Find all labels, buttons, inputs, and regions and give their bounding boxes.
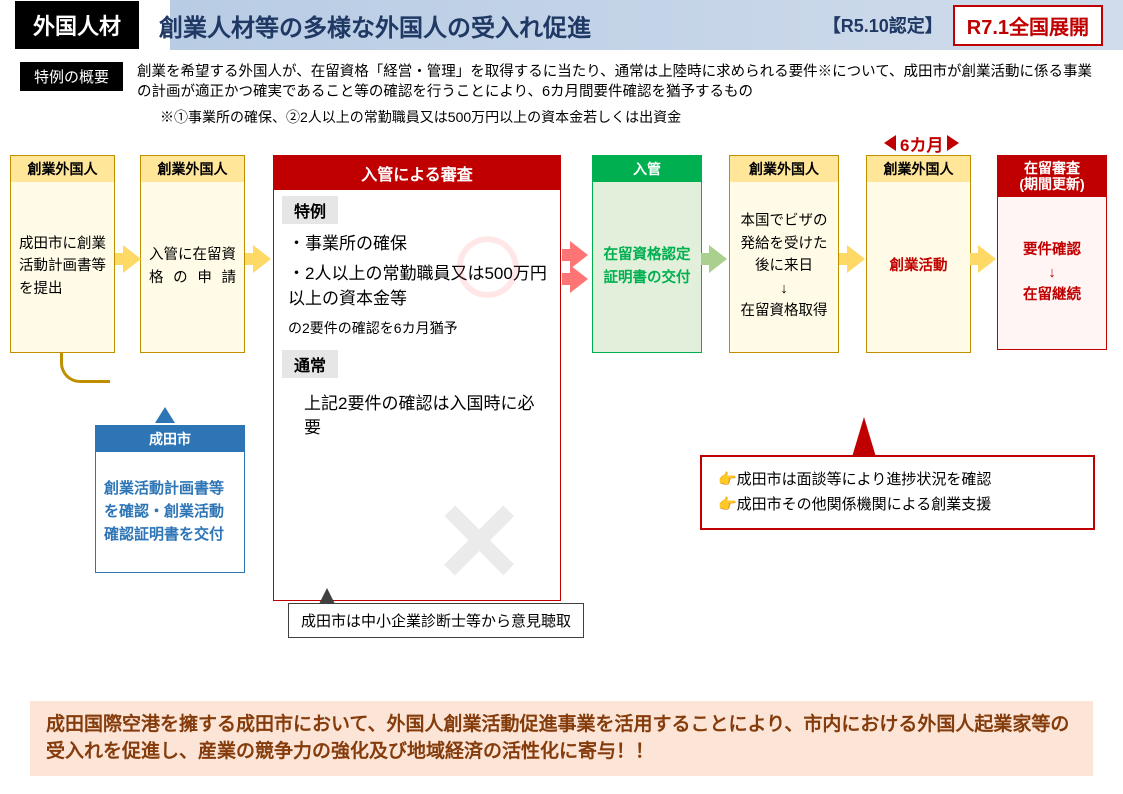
arrow-right-icon [978, 245, 996, 273]
exam-body: ○ 特例 ・事業所の確保 ・2人以上の常勤職員又は500万円以上の資本金等 の2… [274, 190, 560, 600]
box-body: 入管に在留資格の申請 [141, 182, 244, 352]
normal-tag: 通常 [282, 350, 338, 378]
main-title: 創業人材等の多様な外国人の受入れ促進 [159, 8, 823, 43]
box-header: 入管による審査 [274, 156, 560, 190]
overview-section: 特例の概要 創業を希望する外国人が、在留資格「経営・管理」を取得するに当たり、通… [0, 50, 1123, 107]
arrow-right-icon [253, 245, 271, 273]
flow-diagram: 6カ月 創業外国人 成田市に創業活動計画書等を提出 創業外国人 入管に在留資格の… [0, 135, 1123, 625]
box-header: 創業外国人 [867, 156, 970, 182]
flow-box-apply: 創業外国人 入管に在留資格の申請 [140, 155, 245, 353]
arrow-up-icon [155, 407, 175, 423]
box-body: 創業活動 [867, 182, 970, 352]
narita-city-box: 成田市 創業活動計画書等を確認・創業活動確認証明書を交付 [95, 425, 245, 573]
arrow-right-icon [709, 245, 727, 273]
cert-badge: 【R5.10認定】 [823, 12, 943, 38]
box-header: 創業外国人 [11, 156, 114, 182]
box-body: 成田市に創業活動計画書等を提出 [11, 182, 114, 352]
expansion-badge: R7.1全国展開 [953, 5, 1103, 46]
exception-tag: 特例 [282, 196, 338, 224]
x-mark-icon: × [438, 458, 520, 620]
box-body: 創業活動計画書等を確認・創業活動確認証明書を交付 [96, 452, 244, 572]
box-header: 入管 [593, 156, 701, 182]
overview-text: 創業を希望する外国人が、在留資格「経営・管理」を取得するに当たり、通常は上陸時に… [137, 62, 1103, 103]
normal-text: 上記2要件の確認は入国時に必要 [274, 382, 560, 463]
exam-req-2: ・2人以上の常勤職員又は500万円以上の資本金等 [274, 262, 560, 317]
flow-box-submit: 創業外国人 成田市に創業活動計画書等を提出 [10, 155, 115, 353]
arrow-right-icon [847, 245, 865, 273]
box-body: 要件確認 ↓ 在留継続 [998, 197, 1106, 349]
flow-box-examination: 入管による審査 ○ 特例 ・事業所の確保 ・2人以上の常勤職員又は500万円以上… [273, 155, 561, 601]
support-box: 👉成田市は面談等により進捗状況を確認 👉成田市その他関係機関による創業支援 [700, 455, 1095, 530]
arrow-right-icon [570, 265, 588, 293]
flow-box-certificate: 入管 在留資格認定証明書の交付 [592, 155, 702, 353]
exam-req-1: ・事業所の確保 [274, 228, 560, 263]
flow-box-visa: 創業外国人 本国でビザの発給を受けた後に来日 ↓ 在留資格取得 [729, 155, 839, 353]
box-header: 創業外国人 [730, 156, 838, 182]
page-header: 外国人材 創業人材等の多様な外国人の受入れ促進 【R5.10認定】 R7.1全国… [0, 0, 1123, 50]
opinion-callout: 成田市は中小企業診断士等から意見聴取 [288, 603, 584, 638]
box-body: 本国でビザの発給を受けた後に来日 ↓ 在留資格取得 [730, 182, 838, 352]
support-line-1: 👉成田市は面談等により進捗状況を確認 [718, 467, 1077, 493]
support-line-2: 👉成田市その他関係機関による創業支援 [718, 492, 1077, 518]
category-badge: 外国人材 [15, 1, 139, 49]
arrow-curve-icon [60, 353, 110, 383]
box-header: 創業外国人 [141, 156, 244, 182]
flow-box-renewal: 在留審査 (期間更新) 要件確認 ↓ 在留継続 [997, 155, 1107, 351]
summary-footer: 成田国際空港を擁する成田市において、外国人創業活動促進事業を活用することにより、… [30, 701, 1093, 776]
exam-note: の2要件の確認を6カ月猶予 [274, 318, 560, 344]
box-body: 在留資格認定証明書の交付 [593, 182, 701, 352]
overview-label: 特例の概要 [20, 62, 123, 91]
six-month-label: 6カ月 [884, 131, 959, 156]
flow-box-activity: 創業外国人 創業活動 [866, 155, 971, 353]
arrow-right-icon [123, 245, 141, 273]
box-header: 在留審査 (期間更新) [998, 156, 1106, 198]
box-header: 成田市 [96, 426, 244, 452]
